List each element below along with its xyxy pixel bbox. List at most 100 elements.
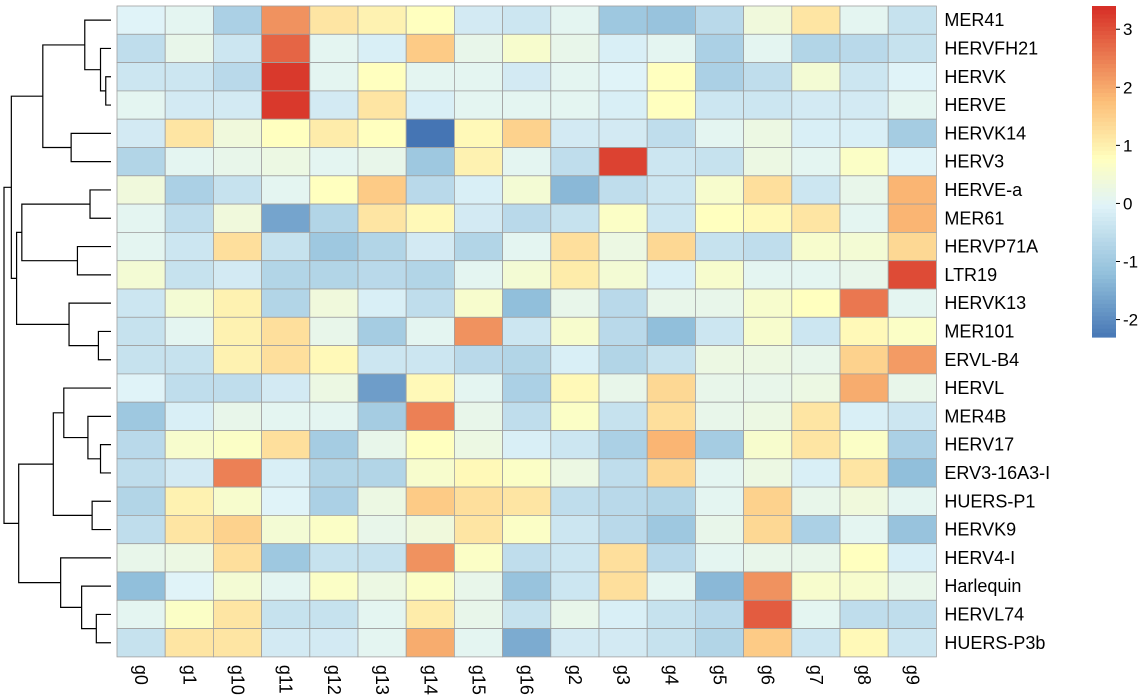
column-label-g12: g12 [324,665,344,695]
legend-tick-label-0: 0 [1123,194,1132,213]
heatmap-cell-HUERS-P1-g14 [405,486,455,516]
legend-gradient-band [1092,233,1116,239]
row-label-ERV3-16A3-I: ERV3-16A3-I [944,463,1050,483]
heatmap-cell-HERVE-a-g5 [695,175,745,205]
heatmap-cell-LTR19-g6 [743,260,793,290]
heatmap-cell-HERV4-I-g16 [502,543,552,573]
heatmap-cell-MER101-g15 [453,316,503,346]
heatmap-cell-HERVK9-g12 [309,515,359,545]
dendrogram-branch [21,203,91,262]
heatmap-cell-ERV3-16A3-I-g12 [309,458,359,488]
heatmap-cell-HERVK-g9 [887,62,937,92]
legend-gradient-band [1092,328,1116,334]
heatmap-cell-HERV17-g10 [212,430,262,460]
heatmap-cell-HUERS-P3b-g10 [212,628,262,658]
heatmap-cell-HERV4-I-g13 [357,543,407,573]
heatmap-cell-HERVL74-g16 [502,599,552,629]
heatmap-cell-HERVP71A-g16 [502,231,552,262]
heatmap-cell-MER61-g15 [453,203,503,233]
legend-gradient-band [1092,208,1116,214]
heatmap-cell-HERVK13-g6 [743,288,793,318]
legend-gradient-band [1092,125,1116,131]
legend-gradient-band [1092,266,1116,272]
heatmap-cell-HERVK9-g4 [646,515,696,545]
heatmap-cell-HUERS-P3b-g0 [116,628,166,658]
heatmap-cell-MER41-g14 [405,5,455,35]
heatmap-cell-HERV4-I-g8 [839,543,889,573]
heatmap-cell-HERVK-g11 [261,62,311,92]
row-label-HERVE-a: HERVE-a [944,180,1023,200]
heatmap-cell-HERV4-I-g10 [212,543,262,573]
legend-gradient-band [1092,39,1116,44]
heatmap-cell-HERVK13-g8 [839,288,889,318]
heatmap-cell-MER4B-g5 [695,401,745,431]
heatmap-cell-MER101-g9 [887,316,937,346]
heatmap-cell-HUERS-P3b-g4 [646,628,696,658]
heatmap-cell-HERV17-g9 [887,430,937,460]
heatmap-cell-Harlequin-g15 [453,571,503,601]
heatmap-cell-HERVK14-g13 [357,118,407,148]
heatmap-cell-HERV4-I-g7 [791,543,841,573]
legend-gradient-band [1092,312,1116,317]
heatmap-cell-HERVL74-g7 [791,599,841,629]
legend-gradient-band [1092,217,1116,222]
heatmap-cell-HERVFH21-g11 [261,33,311,63]
heatmap-cell-MER4B-g1 [164,401,214,431]
legend-gradient-band [1092,200,1116,206]
heatmap-cell-HERVK9-g8 [839,515,889,545]
heatmap-cell-HERVK9-g11 [261,515,311,545]
dendrogram-branch [89,189,111,219]
legend-gradient-band [1092,109,1116,115]
heatmap-cell-ERVL-B4-g14 [405,345,455,375]
heatmap-cell-HERVL-g6 [743,373,793,403]
heatmap-cell-HERVE-g11 [261,90,311,120]
heatmap-cell-MER61-g4 [646,203,696,233]
legend-gradient-band [1092,212,1116,218]
heatmap-cell-ERV3-16A3-I-g16 [502,458,552,488]
legend-gradient-band [1092,134,1116,139]
heatmap-cell-HERVFH21-g9 [887,33,937,63]
heatmap-cell-MER101-g2 [550,316,600,346]
heatmap-cell-HERV3-g9 [887,147,937,177]
heatmap-cell-HUERS-P3b-g3 [598,628,648,658]
dendrogram-branch [60,557,111,608]
heatmap-cell-ERV3-16A3-I-g7 [791,458,841,488]
heatmap-cell-MER61-g12 [309,203,359,233]
heatmap-cell-Harlequin-g13 [357,571,407,601]
heatmap-cell-HERVL-g1 [164,373,214,403]
heatmap-cell-HERVE-g0 [116,90,166,120]
heatmap-cell-HERV4-I-g12 [309,543,359,573]
heatmap-cell-HERVL-g9 [887,373,937,403]
heatmap-cell-Harlequin-g14 [405,571,455,601]
heatmap-cell-HERVK13-g0 [116,288,166,318]
heatmap-cell-HERVFH21-g3 [598,33,648,63]
heatmap-cell-HUERS-P1-g16 [502,486,552,516]
legend-gradient-band [1092,63,1116,69]
heatmap-cell-HUERS-P3b-g15 [453,628,503,658]
dendrogram-branch [99,444,111,474]
heatmap-cell-MER101-g8 [839,316,889,346]
legend-gradient-band [1092,51,1116,57]
heatmap-cell-MER61-g7 [791,203,841,233]
heatmap-cell-MER4B-g13 [357,401,407,431]
heatmap-cell-HERVK-g1 [164,62,214,92]
heatmap-cell-HUERS-P3b-g13 [357,628,407,658]
heatmap-cell-LTR19-g15 [453,260,503,290]
heatmap-cell-HERVE-a-g12 [309,175,359,205]
heatmap-cell-MER61-g16 [502,203,552,233]
heatmap-cell-HERVL74-g13 [357,599,407,629]
heatmap-cell-Harlequin-g8 [839,571,889,601]
heatmap-cell-LTR19-g13 [357,260,407,290]
legend-gradient-band [1092,287,1116,293]
heatmap-cell-HERV3-g7 [791,147,841,177]
legend-gradient-band [1092,26,1116,32]
heatmap-cell-HERVK13-g12 [309,288,359,318]
heatmap-cell-MER101-g1 [164,316,214,346]
row-label-HERVL: HERVL [944,378,1004,398]
heatmap-cell-HERVK9-g3 [598,515,648,545]
heatmap-cell-HERVL74-g6 [743,599,793,629]
heatmap-cell-HERVK14-g5 [695,118,745,148]
heatmap-cell-LTR19-g16 [502,260,552,290]
heatmap-cell-HERV17-g13 [357,430,407,460]
heatmap-cell-HERVP71A-g8 [839,231,889,262]
